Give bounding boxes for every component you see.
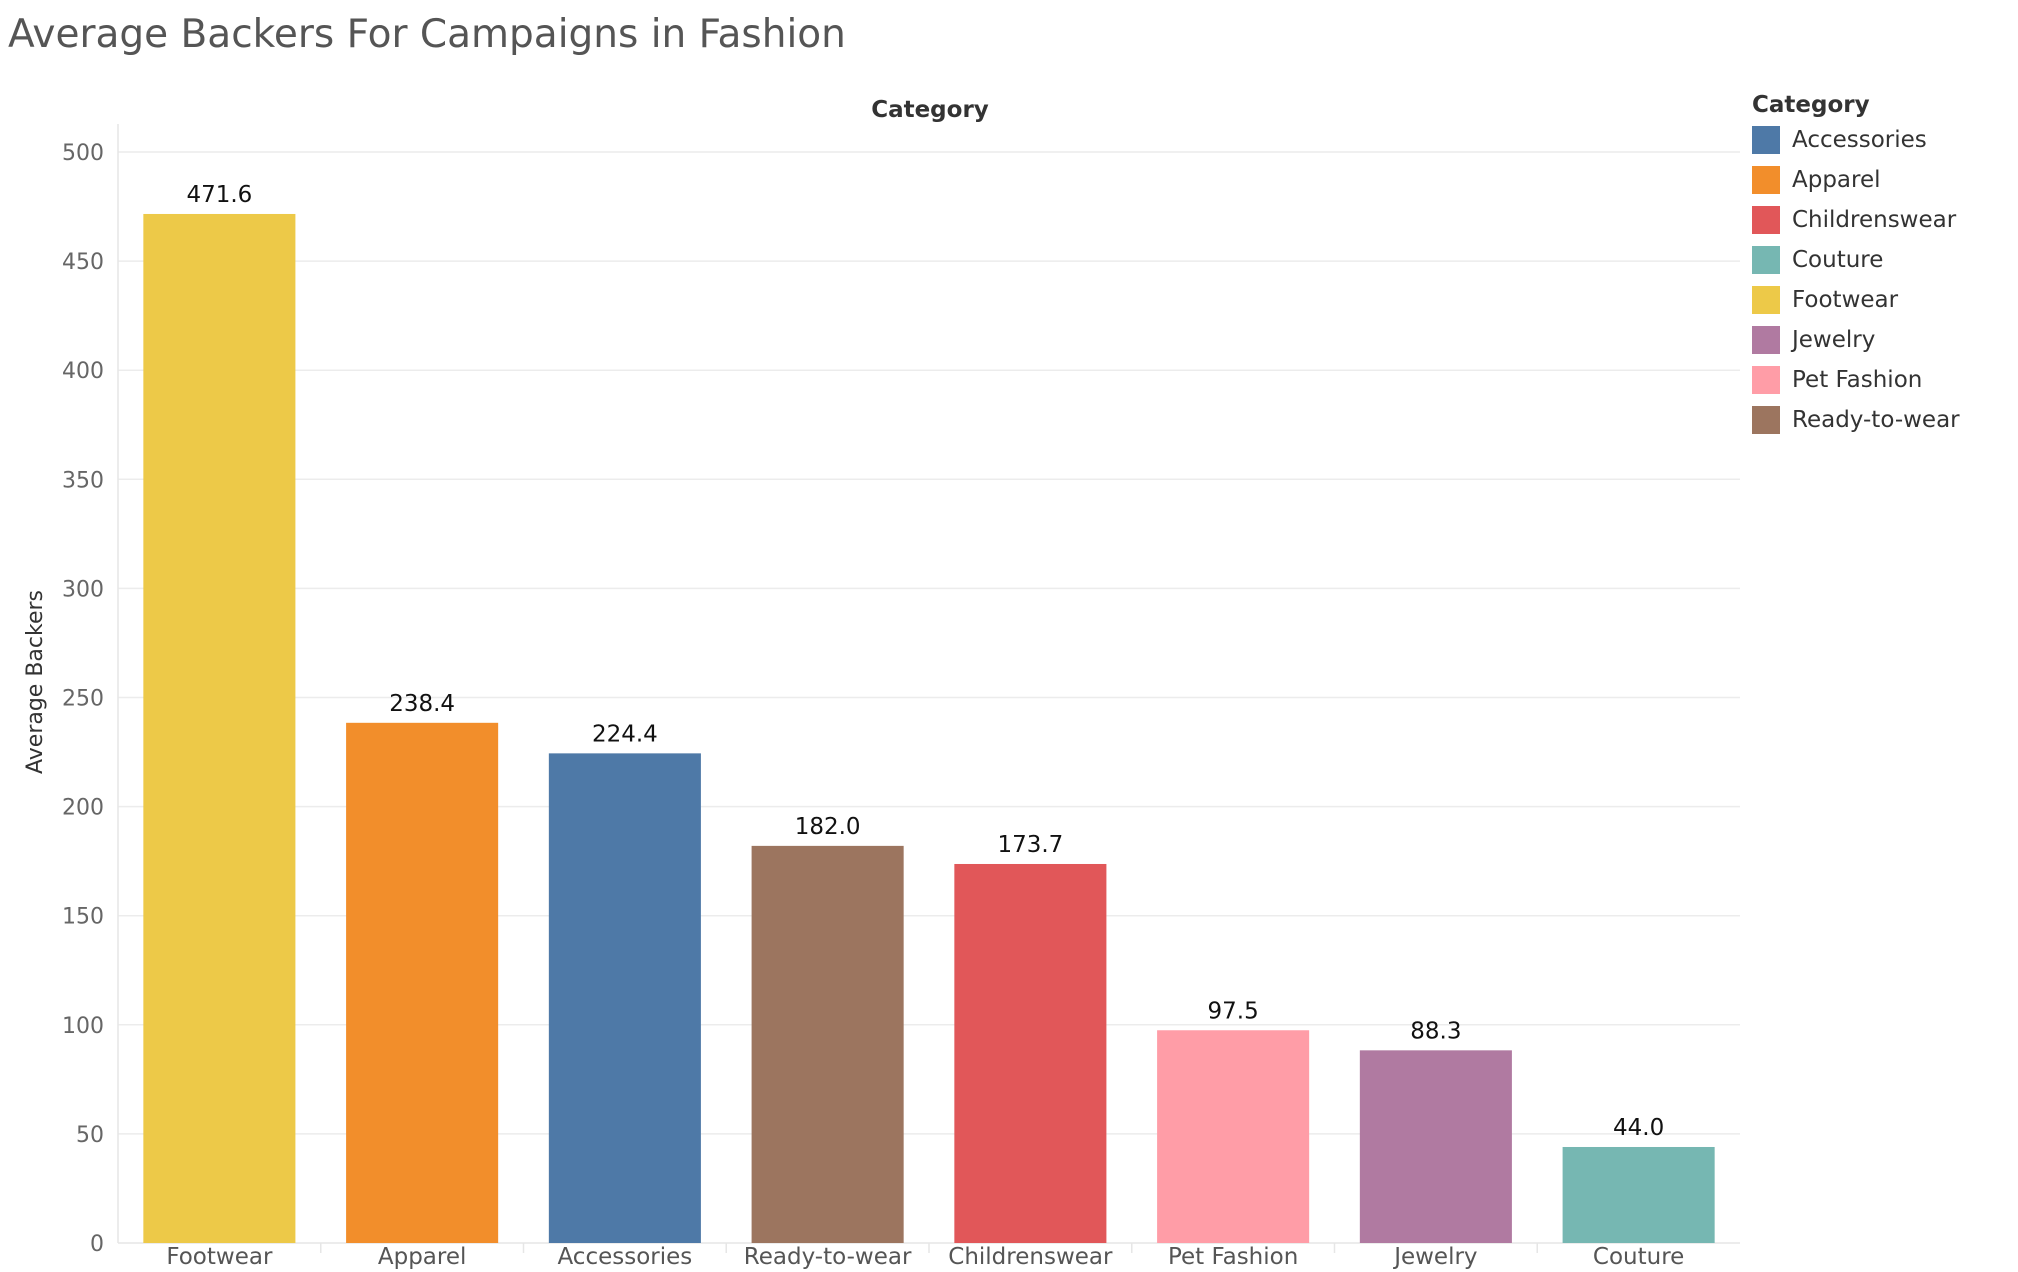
bar-pet-fashion[interactable]: [1157, 1030, 1310, 1243]
legend-swatch: [1752, 246, 1780, 274]
legend-item[interactable]: Childrenswear: [1752, 200, 1960, 240]
legend-swatch: [1752, 326, 1780, 354]
x-axis: Footwear Apparel Accessories Ready-to-wear C…: [166, 1243, 1684, 1270]
bar-jewelry[interactable]: [1359, 1050, 1512, 1243]
chart-title: Average Backers For Campaigns in Fashion: [8, 12, 846, 57]
y-tick-label: 250: [62, 687, 104, 712]
y-tick-label: 0: [90, 1232, 104, 1257]
legend-label: Pet Fashion: [1792, 367, 1923, 393]
y-tick-label: 500: [62, 141, 104, 166]
legend-label: Couture: [1792, 247, 1884, 273]
y-tick-label: 50: [76, 1123, 104, 1148]
data-label: 182.0: [795, 814, 861, 840]
column-header: Category: [871, 97, 989, 123]
x-tick-label: Pet Fashion: [1168, 1244, 1298, 1270]
y-tick-label: 350: [62, 468, 104, 493]
data-label: 224.4: [592, 721, 658, 747]
y-tick-label: 400: [62, 359, 104, 384]
x-tick-label: Ready-to-wear: [744, 1244, 912, 1270]
y-tick-label: 300: [62, 577, 104, 602]
legend-swatch: [1752, 206, 1780, 234]
legend-label: Footwear: [1792, 287, 1899, 313]
legend-swatch: [1752, 366, 1780, 394]
bar-apparel[interactable]: [346, 722, 499, 1243]
y-tick-label: 450: [62, 250, 104, 275]
y-tick-label: 100: [62, 1014, 104, 1039]
legend-swatch: [1752, 166, 1780, 194]
legend-item[interactable]: Apparel: [1752, 160, 1960, 200]
data-label: 238.4: [389, 691, 455, 717]
legend-swatch: [1752, 406, 1780, 434]
x-tick-label: Couture: [1593, 1244, 1684, 1270]
legend-swatch: [1752, 286, 1780, 314]
data-label: 44.0: [1613, 1115, 1664, 1141]
legend-label: Jewelry: [1792, 327, 1876, 353]
legend: Category Accessories Apparel Childrenswear…: [1752, 92, 1960, 440]
bar-chart: 0 50 100 150 200 250 300 350 400 450 500 471.6 238.…: [23, 97, 1740, 1270]
x-tick-label: Accessories: [557, 1244, 692, 1270]
x-tick-label: Apparel: [378, 1244, 467, 1270]
bar-ready-to-wear[interactable]: [751, 845, 904, 1243]
bar-footwear[interactable]: [143, 213, 296, 1244]
x-tick-label: Childrenswear: [948, 1244, 1113, 1270]
legend-label: Ready-to-wear: [1792, 407, 1960, 433]
data-label: 173.7: [997, 832, 1063, 858]
y-tick-label: 200: [62, 796, 104, 821]
legend-swatch: [1752, 126, 1780, 154]
legend-item[interactable]: Pet Fashion: [1752, 360, 1960, 400]
legend-item[interactable]: Footwear: [1752, 280, 1960, 320]
bar-accessories[interactable]: [548, 753, 701, 1243]
legend-items: Accessories Apparel Childrenswear Couture Fo…: [1752, 120, 1960, 440]
x-tick-label: Footwear: [166, 1244, 273, 1270]
legend-label: Accessories: [1792, 127, 1927, 153]
legend-item[interactable]: Jewelry: [1752, 320, 1960, 360]
legend-item[interactable]: Accessories: [1752, 120, 1960, 160]
bars: 471.6 238.4 224.4 182.0 173.7 97.5 88.3 44.0: [143, 182, 1715, 1244]
data-label: 97.5: [1208, 998, 1259, 1024]
y-tick-label: 150: [62, 905, 104, 930]
bar-couture[interactable]: [1562, 1146, 1715, 1243]
x-tick-label: Jewelry: [1392, 1244, 1477, 1270]
data-label: 471.6: [186, 182, 252, 208]
data-label: 88.3: [1410, 1018, 1461, 1044]
legend-title: Category: [1752, 92, 1870, 118]
legend-item[interactable]: Ready-to-wear: [1752, 400, 1960, 440]
legend-label: Childrenswear: [1792, 207, 1957, 233]
legend-item[interactable]: Couture: [1752, 240, 1960, 280]
y-axis-label: Average Backers: [23, 590, 48, 774]
bar-childrenswear[interactable]: [954, 863, 1107, 1243]
legend-label: Apparel: [1792, 167, 1881, 193]
